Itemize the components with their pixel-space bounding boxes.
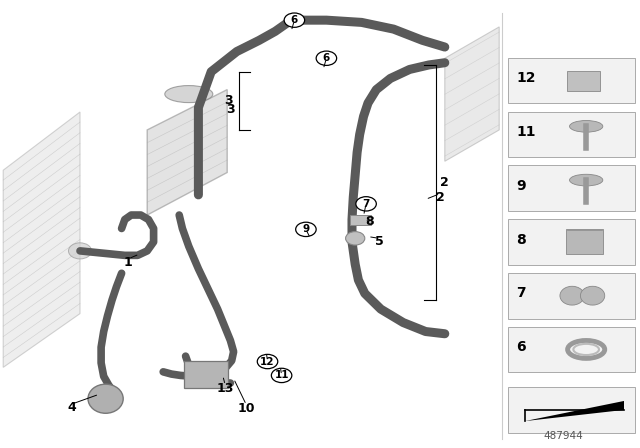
Text: 9: 9 xyxy=(516,179,526,193)
FancyBboxPatch shape xyxy=(350,215,371,225)
Circle shape xyxy=(68,243,92,259)
Ellipse shape xyxy=(580,286,605,305)
FancyBboxPatch shape xyxy=(184,361,228,388)
Ellipse shape xyxy=(346,232,365,245)
Text: 11: 11 xyxy=(516,125,536,139)
Circle shape xyxy=(296,222,316,237)
FancyBboxPatch shape xyxy=(508,112,635,157)
Circle shape xyxy=(284,13,305,27)
Polygon shape xyxy=(147,90,227,215)
Text: 7: 7 xyxy=(516,286,526,301)
FancyBboxPatch shape xyxy=(567,71,600,91)
Text: 9: 9 xyxy=(302,224,310,234)
Polygon shape xyxy=(445,27,499,161)
Text: 6: 6 xyxy=(291,15,298,25)
Ellipse shape xyxy=(88,384,124,413)
Text: 4: 4 xyxy=(67,401,76,414)
FancyBboxPatch shape xyxy=(508,327,635,372)
Circle shape xyxy=(316,51,337,65)
Circle shape xyxy=(356,197,376,211)
Text: 5: 5 xyxy=(374,234,383,248)
Ellipse shape xyxy=(570,121,603,132)
Text: 6: 6 xyxy=(516,340,526,354)
FancyBboxPatch shape xyxy=(508,273,635,319)
Text: 3: 3 xyxy=(224,94,233,108)
Text: 2: 2 xyxy=(436,190,445,204)
Text: 487944: 487944 xyxy=(543,431,583,441)
Text: 12: 12 xyxy=(516,71,536,86)
Text: 11: 11 xyxy=(275,370,289,380)
Circle shape xyxy=(257,354,278,369)
Polygon shape xyxy=(3,112,80,367)
Text: 2: 2 xyxy=(440,176,449,190)
FancyBboxPatch shape xyxy=(508,165,635,211)
Text: 12: 12 xyxy=(260,357,275,366)
Text: 13: 13 xyxy=(216,382,234,395)
FancyBboxPatch shape xyxy=(508,58,635,103)
FancyBboxPatch shape xyxy=(566,229,604,254)
Text: 8: 8 xyxy=(365,215,374,228)
Text: 1: 1 xyxy=(124,255,132,269)
Circle shape xyxy=(271,368,292,383)
Text: 10: 10 xyxy=(237,402,255,415)
Text: 6: 6 xyxy=(323,53,330,63)
Text: 7: 7 xyxy=(362,199,370,209)
Ellipse shape xyxy=(560,286,584,305)
Ellipse shape xyxy=(165,86,212,103)
Text: 8: 8 xyxy=(516,233,526,247)
Polygon shape xyxy=(525,401,624,421)
FancyBboxPatch shape xyxy=(508,387,635,433)
FancyBboxPatch shape xyxy=(508,219,635,265)
Text: 3: 3 xyxy=(226,103,235,116)
Ellipse shape xyxy=(570,174,603,186)
